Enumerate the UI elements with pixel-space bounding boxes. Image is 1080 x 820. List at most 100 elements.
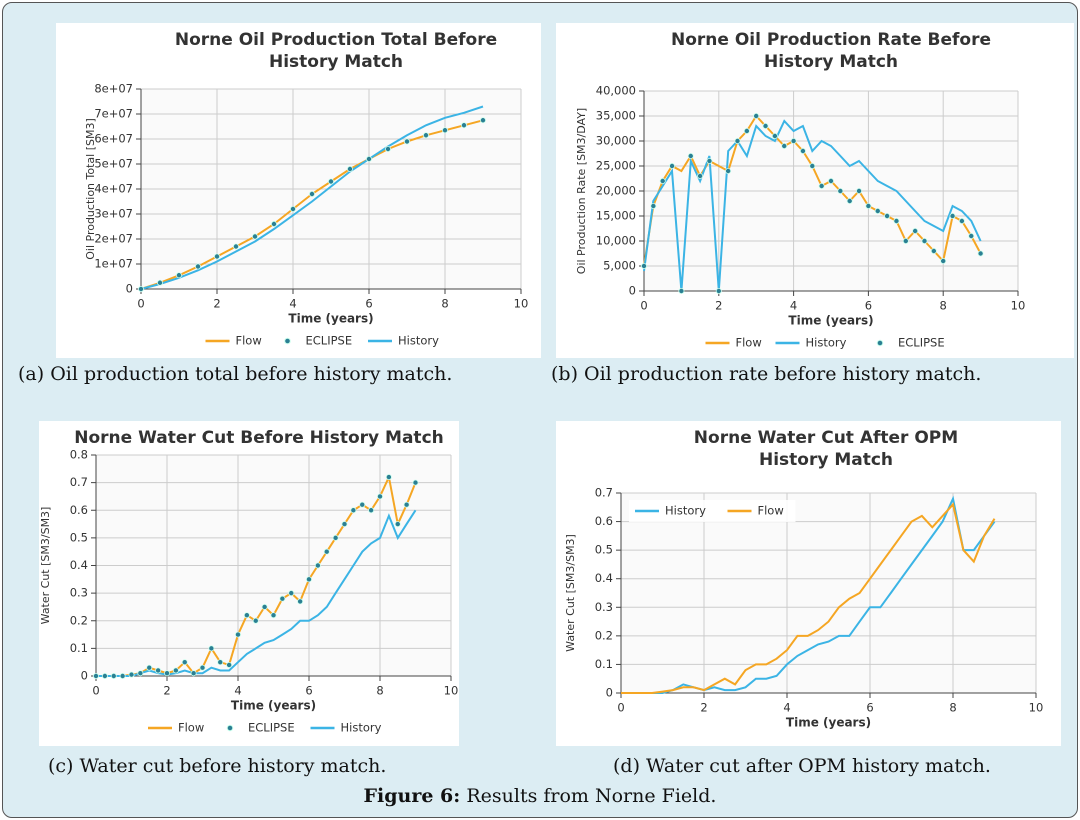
marker: [441, 127, 448, 134]
marker: [288, 590, 295, 597]
caption: (b) Oil production rate before history m…: [551, 363, 982, 385]
series-line: [621, 502, 996, 694]
marker: [332, 534, 339, 541]
caption: (c) Water cut before history match.: [48, 755, 387, 777]
marker: [837, 187, 844, 194]
y-tick-label: 0: [81, 669, 88, 683]
caption: (d) Water cut after OPM history match.: [613, 755, 991, 777]
marker: [734, 138, 741, 145]
y-tick-label: 1e+07: [94, 257, 133, 271]
marker: [146, 664, 153, 671]
chart-panel: 0 0.1 0.2 0.3 0.4 0.5 0.6 0.7 0 2 4 6 8 10 Time (years…: [556, 421, 1061, 746]
marker: [101, 672, 108, 679]
marker: [479, 117, 486, 124]
marker: [650, 202, 657, 209]
y-tick-label: 0: [126, 282, 133, 296]
x-tick-label: 8: [949, 701, 956, 715]
y-tick-label: 5,000: [603, 259, 636, 273]
y-tick-label: 0.2: [595, 628, 613, 642]
marker: [799, 148, 806, 155]
marker: [687, 152, 694, 159]
y-tick-label: 3e+07: [94, 207, 133, 221]
x-tick-label: 0: [137, 297, 144, 311]
x-tick-label: 6: [365, 297, 372, 311]
x-axis-label: Time (years): [231, 699, 316, 713]
marker: [762, 123, 769, 130]
marker: [279, 595, 286, 602]
marker: [412, 479, 419, 486]
marker: [327, 178, 334, 185]
marker: [697, 172, 704, 179]
y-tick-label: 0.6: [595, 514, 613, 528]
marker: [308, 190, 315, 197]
x-tick-label: 8: [441, 297, 448, 311]
legend: Flow ECLIPSE History: [205, 334, 439, 348]
x-tick-label: 4: [790, 299, 797, 313]
x-tick-label: 4: [234, 684, 241, 698]
marker: [949, 212, 956, 219]
x-tick-label: 2: [163, 684, 170, 698]
marker: [669, 162, 676, 169]
marker: [365, 155, 372, 162]
x-tick-label: 10: [1011, 299, 1026, 313]
marker: [359, 501, 366, 508]
marker: [155, 667, 162, 674]
x-tick-label: 10: [1029, 701, 1044, 715]
y-tick-label: 8e+07: [94, 82, 133, 96]
x-axis-label: Time (years): [788, 314, 873, 328]
y-tick-label: 0: [606, 686, 613, 700]
chart-panel: 0 1e+07 2e+07 3e+07 4e+07 5e+07 6e+07 7e+07 8e+0…: [56, 23, 541, 358]
marker: [251, 233, 258, 240]
y-tick-label: 2e+07: [94, 232, 133, 246]
marker: [678, 287, 685, 294]
y-tick-label: 4e+07: [94, 182, 133, 196]
marker: [368, 507, 375, 514]
marker: [818, 182, 825, 189]
marker: [232, 243, 239, 250]
legend-label: ECLIPSE: [306, 334, 353, 348]
figure-label: Figure 6:: [363, 785, 461, 807]
chart: 0 1e+07 2e+07 3e+07 4e+07 5e+07 6e+07 7e+07 8e+0…: [84, 82, 529, 348]
chart-title: Norne Oil Production Total Before Histor…: [174, 30, 498, 72]
marker: [940, 257, 947, 264]
caption: (a) Oil production total before history …: [18, 363, 453, 385]
marker: [893, 217, 900, 224]
y-tick-label: 20,000: [596, 184, 636, 198]
marker: [208, 645, 215, 652]
marker: [119, 672, 126, 679]
marker: [641, 262, 648, 269]
marker: [289, 205, 296, 212]
marker: [376, 493, 383, 500]
chart-panel: 0 0.1 0.2 0.3 0.4 0.5 0.6 0.7 0.8 0 2 4 6 8 10 Time (ye…: [39, 421, 459, 746]
y-tick-label: 7e+07: [94, 107, 133, 121]
chart: 0 0.1 0.2 0.3 0.4 0.5 0.6 0.7 0.8 0 2 4 6 8 10 Time (ye…: [39, 448, 458, 735]
y-tick-label: 0.3: [70, 586, 88, 600]
y-tick-label: 0.6: [70, 503, 88, 517]
marker: [771, 133, 778, 140]
x-tick-label: 10: [514, 297, 529, 311]
marker: [217, 659, 224, 666]
legend-label: Flow: [178, 721, 204, 735]
figure-caption: Figure 6: Results from Norne Field.: [3, 785, 1077, 807]
chart: 0 0.1 0.2 0.3 0.4 0.5 0.6 0.7 0 2 4 6 8 10 Time (years…: [564, 486, 1044, 730]
chart-title: Norne Water Cut Before History Match: [74, 428, 444, 448]
marker: [659, 177, 666, 184]
y-axis-label: Oil Production Rate [SM3/DAY]: [575, 108, 588, 274]
marker: [164, 670, 171, 677]
legend: Flow ECLIPSE History: [148, 721, 382, 735]
legend-label: ECLIPSE: [248, 721, 295, 735]
y-tick-label: 0: [629, 284, 636, 298]
x-tick-label: 8: [940, 299, 947, 313]
marker: [753, 113, 760, 120]
legend: Flow History ECLIPSE: [705, 336, 945, 350]
x-tick-label: 0: [92, 684, 99, 698]
marker: [725, 167, 732, 174]
chart-title: Norne Oil Production Rate Before History…: [670, 30, 991, 72]
marker: [261, 603, 268, 610]
marker: [384, 146, 391, 153]
marker: [226, 661, 233, 668]
marker: [137, 670, 144, 677]
y-tick-label: 0.2: [70, 613, 88, 627]
marker: [422, 132, 429, 139]
